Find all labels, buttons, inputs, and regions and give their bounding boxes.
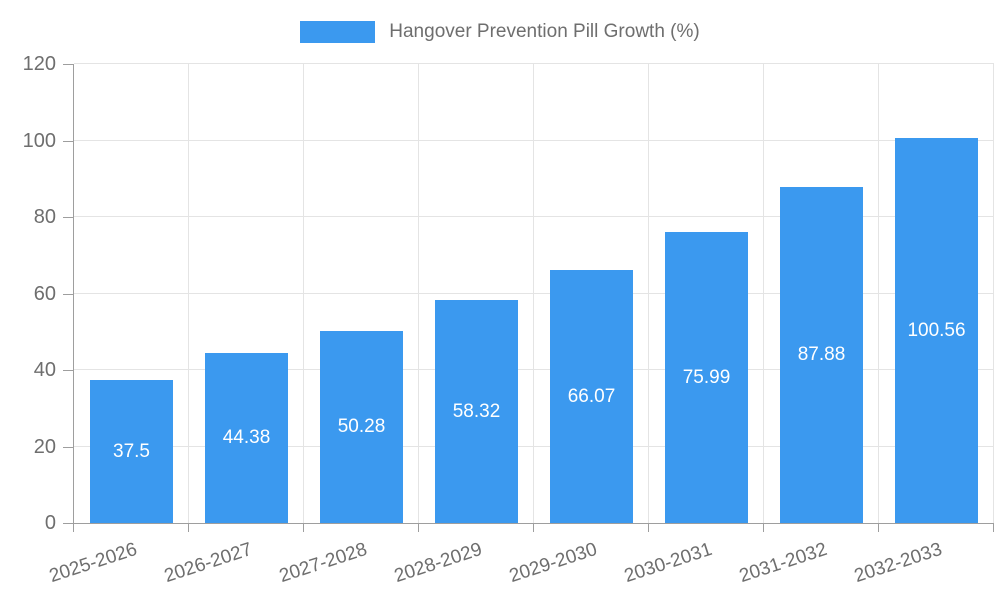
gridline-vertical	[878, 64, 879, 523]
x-axis-category-label: 2028-2029	[391, 538, 485, 588]
gridline-vertical	[763, 64, 764, 523]
y-axis-tick-label: 120	[22, 53, 56, 75]
gridline-vertical	[188, 64, 189, 523]
bar-value-label: 58.32	[452, 400, 501, 422]
x-axis-tick	[533, 523, 534, 532]
legend-label: Hangover Prevention Pill Growth (%)	[389, 21, 700, 42]
legend-swatch	[300, 20, 376, 43]
y-axis-tick-label: 60	[33, 282, 56, 305]
bar-2025-2026[interactable]: 37.5	[90, 380, 173, 523]
x-axis-tick	[648, 523, 649, 532]
legend: Hangover Prevention Pill Growth (%)	[0, 0, 1000, 43]
gridline-horizontal	[74, 292, 994, 294]
gridline-vertical	[533, 64, 534, 523]
x-axis-category-label: 2032-2033	[851, 538, 945, 588]
x-axis-category-label: 2031-2032	[736, 538, 830, 588]
x-axis-tick	[73, 523, 74, 532]
y-axis-tick-label: 40	[33, 359, 56, 381]
bar-value-label: 66.07	[567, 385, 616, 407]
y-axis-tick	[63, 64, 73, 65]
x-axis-tick	[418, 523, 419, 532]
gridline-horizontal	[74, 216, 994, 217]
y-axis-tick	[63, 370, 73, 371]
y-axis-tick-label: 0	[44, 512, 56, 534]
gridline-vertical	[303, 64, 304, 523]
y-axis-tick	[63, 140, 73, 142]
gridline-horizontal	[74, 63, 994, 64]
plot-area: 37.5 44.38 50.28 58.32 66.07 75.99 87.88 100.56	[73, 63, 994, 524]
y-axis-tick-label: 100	[22, 129, 56, 152]
y-axis-tick	[63, 293, 73, 295]
bar-value-label: 37.5	[113, 440, 150, 462]
x-axis-tick	[188, 523, 189, 532]
bar-2028-2029[interactable]: 58.32	[435, 300, 518, 523]
bar-value-label: 87.88	[797, 344, 846, 365]
y-axis-tick-label: 20	[33, 435, 56, 458]
bar-2029-2030[interactable]: 66.07	[550, 270, 633, 523]
x-axis-category-label: 2025-2026	[46, 538, 140, 588]
gridline-vertical	[993, 64, 994, 523]
bar-value-label: 50.28	[337, 416, 386, 437]
x-axis-tick	[878, 523, 879, 532]
bar-2032-2033[interactable]: 100.56	[895, 138, 978, 523]
bar-value-label: 100.56	[907, 319, 966, 341]
bar-2026-2027[interactable]: 44.38	[205, 353, 288, 523]
x-axis-category-label: 2030-2031	[621, 538, 715, 588]
y-axis-tick	[63, 446, 73, 448]
gridline-vertical	[648, 64, 649, 523]
bar-value-label: 75.99	[682, 366, 731, 388]
x-axis-category-label: 2029-2030	[506, 538, 600, 588]
gridline-horizontal	[74, 369, 994, 370]
bar-2031-2032[interactable]: 87.88	[780, 187, 863, 523]
bar-value-label: 44.38	[222, 427, 271, 448]
bar-2030-2031[interactable]: 75.99	[665, 232, 748, 523]
y-axis-tick-label: 80	[33, 206, 56, 228]
legend-item[interactable]: Hangover Prevention Pill Growth (%)	[300, 0, 700, 43]
x-axis-category-label: 2027-2028	[276, 538, 370, 588]
gridline-horizontal	[74, 445, 994, 447]
gridline-vertical	[418, 64, 419, 523]
y-axis-tick	[63, 523, 73, 524]
x-axis-tick	[993, 523, 994, 532]
y-axis-tick	[63, 217, 73, 218]
bar-2027-2028[interactable]: 50.28	[320, 331, 403, 523]
x-axis-category-label: 2026-2027	[161, 538, 255, 588]
x-axis-tick	[763, 523, 764, 532]
x-axis-tick	[303, 523, 304, 532]
gridline-horizontal	[74, 139, 994, 141]
